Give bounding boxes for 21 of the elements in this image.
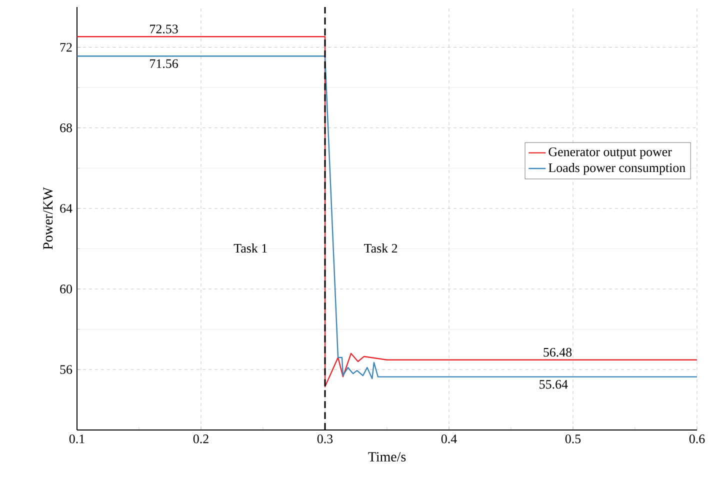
y-tick-label: 60 xyxy=(60,284,72,294)
annotation: 71.56 xyxy=(150,59,178,68)
x-tick-label: 0.2 xyxy=(193,434,208,444)
annotation: Task 2 xyxy=(364,244,398,253)
annotation: 72.53 xyxy=(150,24,178,34)
x-tick-label: 0.6 xyxy=(689,434,705,444)
y-tick-label: 72 xyxy=(60,42,72,52)
x-axis-title: Time/s xyxy=(368,452,406,462)
legend-label: Loads power consumption xyxy=(548,163,686,175)
y-tick-label: 64 xyxy=(60,204,72,213)
x-tick-label: 0.4 xyxy=(441,434,457,444)
y-axis-title: Power/KW xyxy=(43,187,53,250)
x-tick-label: 0.3 xyxy=(317,434,333,444)
y-tick-label: 56 xyxy=(60,365,72,374)
annotation: 56.48 xyxy=(544,348,572,357)
annotation: 55.64 xyxy=(540,380,568,389)
y-tick-label: 68 xyxy=(60,123,72,132)
legend-label: Generator output power xyxy=(548,148,672,159)
x-tick-label: 0.5 xyxy=(565,434,581,444)
x-tick-label: 0.1 xyxy=(69,434,84,444)
annotation: Task 1 xyxy=(234,244,267,253)
